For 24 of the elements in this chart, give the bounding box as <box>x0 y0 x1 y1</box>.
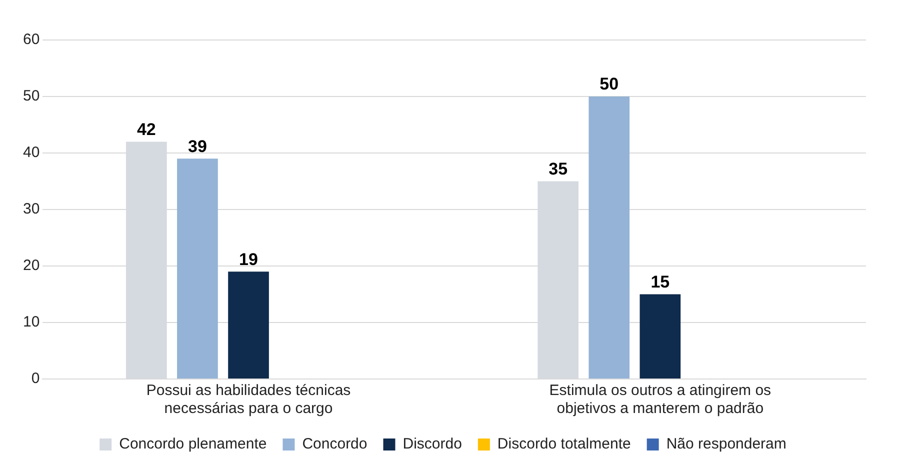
data-label: 42 <box>136 120 156 139</box>
x-tick-label: Possui as habilidades técnicas necessárias para o cargo <box>146 382 351 418</box>
legend-label: Concordo <box>302 436 368 453</box>
x-tick-label: Estimula os outros a atingirem os objetivos a manterem o padrão <box>549 382 772 418</box>
data-label: 50 <box>600 74 619 94</box>
legend-label: Discordo <box>402 436 462 453</box>
bar <box>588 96 630 378</box>
legend-label: Não responderam <box>666 436 786 453</box>
y-tick-label: 20 <box>22 257 40 274</box>
bar <box>640 294 681 378</box>
y-tick-label: 50 <box>22 88 40 105</box>
data-label: 35 <box>548 159 568 178</box>
y-tick-label: 0 <box>31 370 40 388</box>
data-label: 15 <box>650 272 670 292</box>
bar <box>228 272 269 378</box>
y-tick-label: 60 <box>22 31 40 48</box>
data-label: 39 <box>188 136 207 156</box>
legend-label: Concordo plenamente <box>119 436 267 453</box>
y-tick-label: 40 <box>22 144 40 162</box>
bar <box>177 158 218 378</box>
legend-label: Discordo totalmente <box>497 436 631 453</box>
data-label: 19 <box>239 250 258 269</box>
y-tick-label: 10 <box>22 314 40 331</box>
y-tick-label: 30 <box>22 200 40 218</box>
